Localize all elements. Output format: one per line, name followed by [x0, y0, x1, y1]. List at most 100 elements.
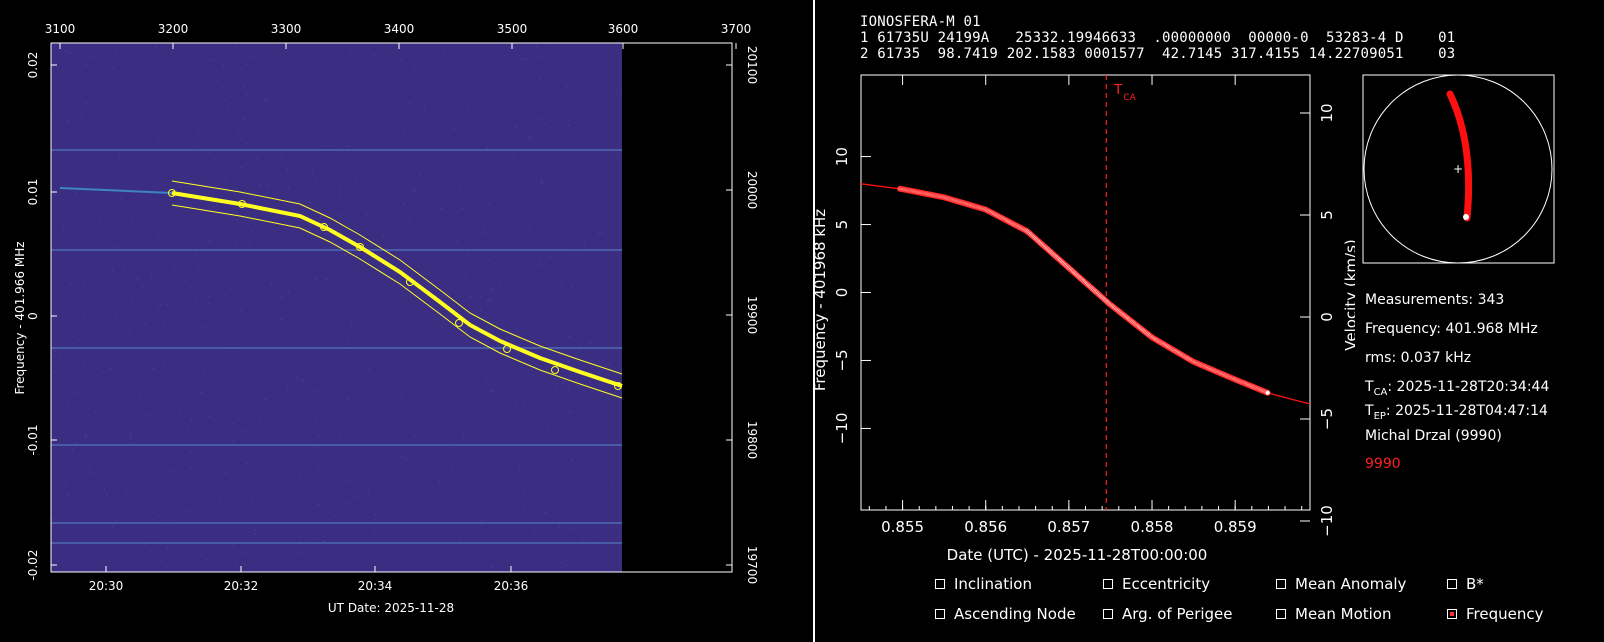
top-tick-label: 3500 [497, 22, 528, 36]
checkbox-box[interactable] [1103, 609, 1113, 619]
noise-dot [317, 538, 319, 539]
checkbox-box[interactable] [1276, 609, 1286, 619]
noise-dot [534, 532, 536, 533]
noise-dot [523, 404, 525, 405]
noise-dot [353, 496, 355, 497]
checkbox-box[interactable] [1447, 579, 1457, 589]
checkbox-eccentricity[interactable]: Eccentricity [1103, 575, 1210, 593]
noise-dot [334, 47, 336, 48]
noise-dot [130, 438, 132, 439]
v-tick-label: 0 [1318, 312, 1336, 322]
noise-dot [170, 470, 172, 471]
noise-dot [480, 310, 482, 311]
waterfall-image [51, 43, 622, 572]
noise-dot [490, 307, 492, 308]
noise-dot [231, 351, 233, 352]
checkbox-arg-of-perigee[interactable]: Arg. of Perigee [1103, 605, 1233, 623]
noise-dot [411, 276, 413, 277]
noise-dot [137, 222, 139, 223]
noise-dot [564, 435, 566, 436]
noise-dot [317, 308, 319, 309]
noise-dot [247, 463, 249, 464]
noise-dot [119, 157, 121, 158]
noise-dot [480, 296, 482, 297]
top-tick-label: 3600 [608, 22, 639, 36]
noise-dot [236, 242, 238, 243]
noise-dot [459, 537, 461, 538]
waterfall-chart: 3100 3200 3300 3400 3500 3600 3700201002000019… [0, 0, 813, 642]
checkbox-mean-anomaly[interactable]: Mean Anomaly [1276, 575, 1406, 593]
noise-dot [365, 256, 367, 257]
noise-dot [218, 487, 220, 488]
noise-dot [190, 452, 192, 453]
noise-dot [357, 90, 359, 91]
noise-dot [323, 540, 325, 541]
noise-dot [324, 501, 326, 502]
noise-dot [349, 503, 351, 504]
noise-dot [323, 541, 325, 542]
checkbox-b[interactable]: B* [1447, 575, 1484, 593]
checkbox-box[interactable] [1447, 609, 1457, 619]
noise-dot [207, 296, 209, 297]
noise-dot [281, 297, 283, 298]
noise-dot [455, 544, 457, 545]
noise-dot [200, 392, 202, 393]
checkbox-box[interactable] [935, 609, 945, 619]
noise-dot [246, 64, 248, 65]
noise-dot [583, 167, 585, 168]
checkbox-box[interactable] [1103, 579, 1113, 589]
noise-dot [476, 546, 478, 547]
noise-dot [452, 445, 454, 446]
noise-dot [486, 380, 488, 381]
noise-dot [586, 546, 588, 547]
noise-dot [402, 457, 404, 458]
noise-dot [317, 391, 319, 392]
noise-dot [509, 81, 511, 82]
checkbox-frequency[interactable]: Frequency [1447, 605, 1544, 623]
noise-dot [163, 325, 165, 326]
noise-dot [465, 409, 467, 410]
x-tick-label: 0.855 [881, 518, 924, 536]
checkbox-ascending-node[interactable]: Ascending Node [935, 605, 1076, 623]
noise-dot [440, 262, 442, 263]
noise-dot [280, 157, 282, 158]
noise-dot [326, 235, 328, 236]
noise-dot [204, 369, 206, 370]
checkbox-mean-motion[interactable]: Mean Motion [1276, 605, 1392, 623]
noise-dot [110, 368, 112, 369]
tca-label-sub: CA [1123, 93, 1136, 103]
noise-dot [389, 62, 391, 63]
noise-dot [424, 106, 426, 107]
noise-dot [581, 538, 583, 539]
noise-dot [90, 56, 92, 57]
noise-dot [210, 60, 212, 61]
x-tick-label: 0.859 [1214, 518, 1257, 536]
noise-dot [545, 54, 547, 55]
noise-dot [312, 172, 314, 173]
checkbox-box[interactable] [1276, 579, 1286, 589]
checkbox-box[interactable] [935, 579, 945, 589]
noise-dot [243, 87, 245, 88]
noise-dot [470, 296, 472, 297]
noise-dot [186, 89, 188, 90]
v-tick-label: −5 [1318, 408, 1336, 430]
measurements-text: Measurements: 343 [1365, 292, 1504, 308]
noise-dot [78, 340, 80, 341]
noise-dot [545, 472, 547, 473]
noise-dot [261, 340, 263, 341]
noise-dot [237, 238, 239, 239]
noise-dot [235, 566, 237, 567]
noise-dot [341, 129, 343, 130]
left-tick-label: 0.02 [26, 52, 40, 79]
noise-dot [225, 178, 227, 179]
noise-dot [175, 206, 177, 207]
noise-dot [493, 391, 495, 392]
noise-dot [54, 356, 56, 357]
checkbox-inclination[interactable]: Inclination [935, 575, 1032, 593]
noise-dot [298, 552, 300, 553]
noise-dot [503, 379, 505, 380]
noise-dot [568, 389, 570, 390]
noise-dot [519, 470, 521, 471]
noise-dot [409, 550, 411, 551]
noise-dot [478, 101, 480, 102]
